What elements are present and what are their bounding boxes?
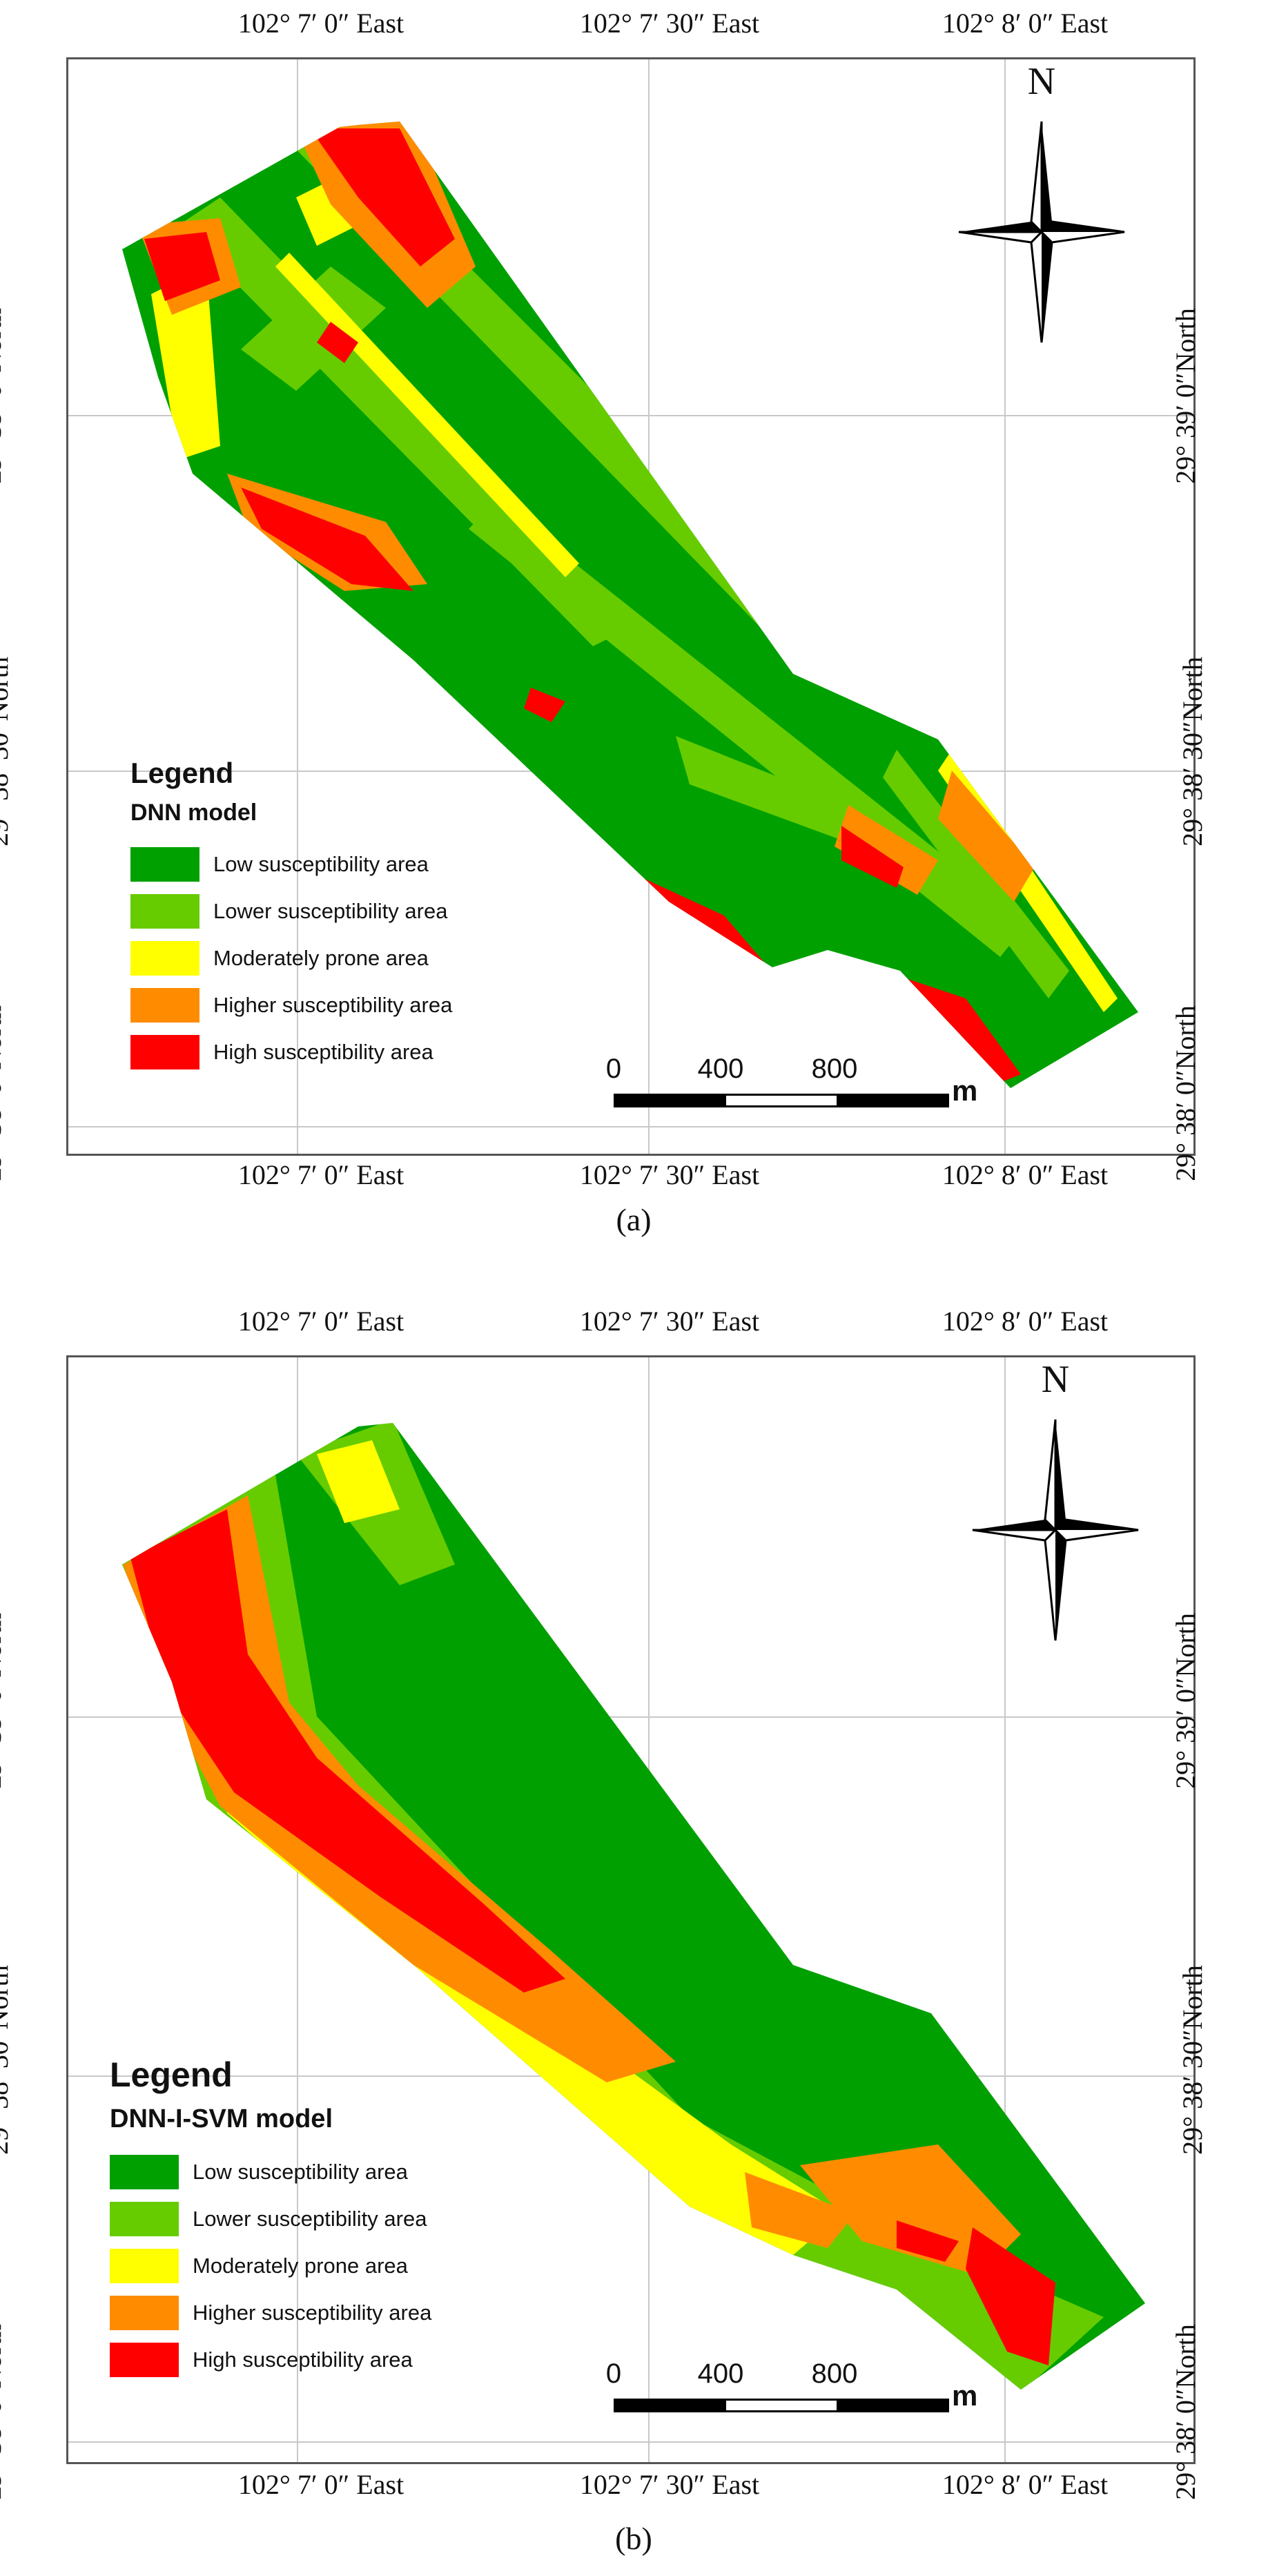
left-lat-tick-2: 29° 38′ 30″North bbox=[0, 657, 14, 846]
legend-title-b: Legend bbox=[110, 2055, 233, 2094]
legend-swatch-moderate bbox=[110, 2249, 179, 2283]
legend-model-a: DNN model bbox=[130, 800, 257, 826]
legend-label-high: High susceptibility area bbox=[213, 1040, 433, 1064]
top-lon-tick-2: 102° 7′ 30″ East bbox=[579, 8, 760, 39]
scale-label-0: 0 bbox=[605, 2359, 622, 2389]
bottom-lon-tick-2: 102° 7′ 30″ East bbox=[579, 1159, 760, 1190]
right-lat-tick-2: 29° 38′ 30″North bbox=[1176, 657, 1208, 846]
bottom-lon-tick-2: 102° 7′ 30″ East bbox=[579, 2469, 760, 2500]
legend-title-a: Legend bbox=[130, 757, 234, 789]
legend-label-moderate: Moderately prone area bbox=[193, 2254, 408, 2278]
legend-label-moderate: Moderately prone area bbox=[213, 946, 429, 970]
scale-bar-b: 0 400 800 m bbox=[605, 2359, 993, 2434]
right-lat-tick-3: 29° 38′ 0″North bbox=[1169, 2324, 1201, 2500]
legend-item-lower: Lower susceptibility area bbox=[130, 894, 452, 929]
study-area-base-b bbox=[122, 1423, 1145, 2390]
legend-swatch-low bbox=[130, 847, 199, 882]
scale-bar-a: 0 400 800 m bbox=[605, 1054, 993, 1130]
north-label-b: N bbox=[1041, 1358, 1070, 1401]
legend-label-high: High susceptibility area bbox=[193, 2347, 413, 2372]
bottom-lon-tick-1: 102° 7′ 0″ East bbox=[237, 2469, 404, 2500]
bottom-lon-tick-1: 102° 7′ 0″ East bbox=[237, 1159, 404, 1190]
legend-item-higher: Higher susceptibility area bbox=[110, 2296, 431, 2330]
compass-rose-icon bbox=[958, 121, 1125, 343]
legend-swatch-lower bbox=[130, 894, 199, 929]
legend-label-lower: Lower susceptibility area bbox=[193, 2207, 427, 2231]
scale-unit: m bbox=[952, 1074, 978, 1107]
north-arrow-a: N bbox=[952, 60, 1131, 349]
legend-label-higher: Higher susceptibility area bbox=[213, 993, 453, 1017]
legend-swatch-lower bbox=[110, 2202, 179, 2236]
north-label-a: N bbox=[1027, 60, 1056, 103]
map-panel-a: 102° 7′ 0″ East 102° 7′ 30″ East 102° 8′… bbox=[0, 0, 1268, 1263]
scale-unit: m bbox=[952, 2379, 978, 2412]
scale-label-800: 800 bbox=[811, 1054, 858, 1084]
susceptibility-map-a bbox=[122, 122, 1138, 1088]
compass-rose-icon bbox=[972, 1419, 1139, 1641]
scale-label-400: 400 bbox=[697, 1054, 744, 1084]
right-lat-tick-2: 29° 38′ 30″North bbox=[1176, 1965, 1208, 2155]
legend-swatch-high bbox=[130, 1035, 199, 1069]
top-lon-tick-3: 102° 8′ 0″ East bbox=[942, 1306, 1109, 1337]
left-lat-tick-2: 29° 38′ 30″North bbox=[0, 1965, 14, 2155]
left-lat-tick-3: 29° 38′ 0″North bbox=[0, 1005, 7, 1181]
legend-item-higher: Higher susceptibility area bbox=[130, 988, 452, 1023]
legend-label-lower: Lower susceptibility area bbox=[213, 899, 448, 923]
top-lon-tick-3: 102° 8′ 0″ East bbox=[942, 8, 1109, 39]
caption-a: (a) bbox=[616, 1202, 652, 1237]
legend-swatch-low bbox=[110, 2155, 179, 2189]
bottom-lon-tick-3: 102° 8′ 0″ East bbox=[942, 1159, 1109, 1190]
legend-item-low: Low susceptibility area bbox=[110, 2155, 431, 2189]
legend-item-high: High susceptibility area bbox=[110, 2343, 431, 2377]
scale-label-0: 0 bbox=[605, 1054, 622, 1084]
legend-label-low: Low susceptibility area bbox=[213, 852, 429, 876]
left-lat-tick-3: 29° 38′ 0″North bbox=[0, 2324, 7, 2500]
legend-swatch-moderate bbox=[130, 941, 199, 976]
right-lat-tick-3: 29° 38′ 0″North bbox=[1169, 1005, 1201, 1181]
scale-label-400: 400 bbox=[697, 2359, 744, 2389]
left-lat-tick-1: 29° 39′ 0″North bbox=[0, 308, 7, 484]
caption-b: (b) bbox=[615, 2521, 652, 2556]
legend-item-moderate: Moderately prone area bbox=[130, 941, 452, 976]
legend-item-lower: Lower susceptibility area bbox=[110, 2202, 431, 2236]
right-lat-tick-1: 29° 39′ 0″North bbox=[1169, 1613, 1201, 1789]
legend-swatch-high bbox=[110, 2343, 179, 2377]
legend-swatch-higher bbox=[110, 2296, 179, 2330]
legend-b: Legend DNN-I-SVM model Low susceptibilit… bbox=[110, 2055, 431, 2390]
legend-label-higher: Higher susceptibility area bbox=[193, 2301, 432, 2325]
bottom-lon-tick-3: 102° 8′ 0″ East bbox=[942, 2469, 1109, 2500]
legend-item-high: High susceptibility area bbox=[130, 1035, 452, 1069]
left-lat-tick-1: 29° 39′ 0″North bbox=[0, 1613, 7, 1789]
legend-label-low: Low susceptibility area bbox=[193, 2160, 408, 2184]
right-lat-tick-1: 29° 39′ 0″North bbox=[1169, 308, 1201, 484]
legend-item-moderate: Moderately prone area bbox=[110, 2249, 431, 2283]
legend-swatch-higher bbox=[130, 988, 199, 1023]
legend-item-low: Low susceptibility area bbox=[130, 847, 452, 882]
scale-label-800: 800 bbox=[811, 2359, 858, 2389]
map-frame-a: N Legend DNN model Low susceptibility ar… bbox=[66, 57, 1196, 1156]
north-arrow-b: N bbox=[966, 1358, 1145, 1647]
legend-model-b: DNN-I-SVM model bbox=[110, 2104, 333, 2133]
map-frame-b: N Legend DNN-I-SVM model Low susceptibil… bbox=[66, 1355, 1196, 2464]
susceptibility-map-b bbox=[122, 1423, 1145, 2390]
map-panel-b: 102° 7′ 0″ East 102° 7′ 30″ East 102° 8′… bbox=[0, 1298, 1268, 2575]
top-lon-tick-1: 102° 7′ 0″ East bbox=[237, 1306, 404, 1337]
top-lon-tick-2: 102° 7′ 30″ East bbox=[579, 1306, 760, 1337]
top-lon-tick-1: 102° 7′ 0″ East bbox=[237, 8, 404, 39]
legend-a: Legend DNN model Low susceptibility area… bbox=[130, 757, 452, 1082]
